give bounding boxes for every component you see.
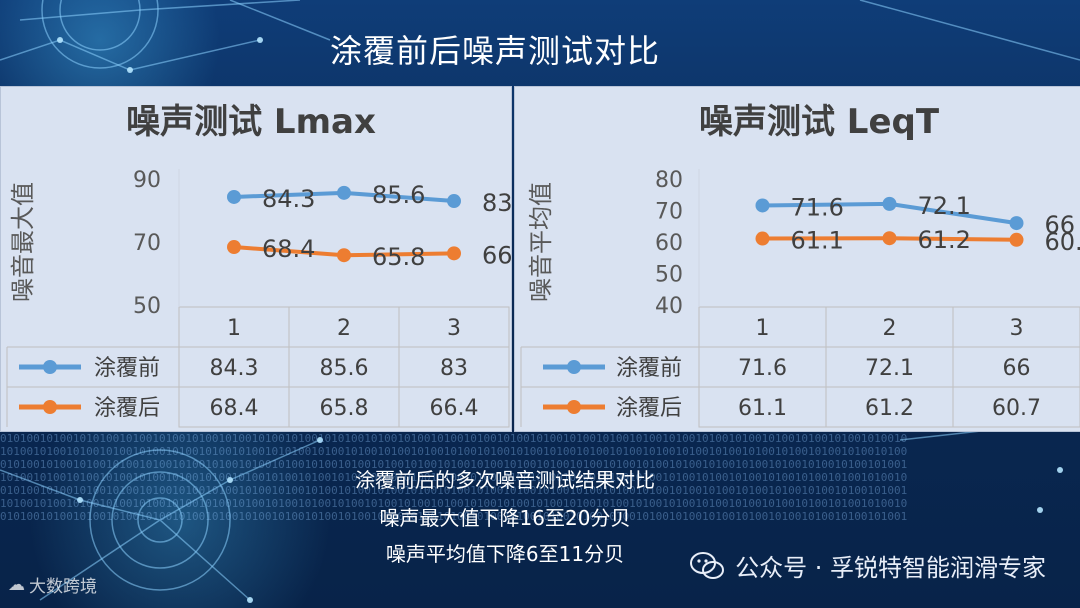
watermark: ☁ 大数跨境 <box>8 572 97 598</box>
legend-label: 涂覆后 <box>94 396 160 421</box>
data-point <box>755 231 770 246</box>
watermark-label: 大数跨境 <box>29 577 97 597</box>
legend-key-marker <box>43 400 57 414</box>
data-label: 84.3 <box>262 185 315 213</box>
legend-key-marker <box>567 360 581 374</box>
data-table-border <box>698 306 1080 428</box>
table-cell-value: 68.4 <box>210 396 259 421</box>
data-label: 66 <box>1045 211 1076 239</box>
table-cell-value: 72.1 <box>865 356 914 381</box>
wechat-account-label: 公众号 · 孚锐特智能润滑专家 <box>735 554 1046 582</box>
data-label: 65.8 <box>372 243 425 271</box>
y-tick-label: 50 <box>655 263 683 288</box>
data-label: 66.4 <box>482 241 511 269</box>
data-point <box>447 246 461 261</box>
data-label: 85.6 <box>372 181 425 209</box>
lmax-chart: 噪声测试 Lmax 噪音最大值 50 70 90 1 2 3 84.3 84.3 85.6 85.6 8… <box>6 102 511 428</box>
table-cell-value: 85.6 <box>320 356 369 381</box>
y-tick-label: 60 <box>655 231 683 256</box>
leqt-chart: 噪声测试 LeqT 噪音平均值 40 50 60 70 80 1 2 3 71.6 71.6 72.1 7… <box>520 102 1080 428</box>
legend-label: 涂覆前 <box>94 356 160 381</box>
data-table-border <box>178 306 510 428</box>
chart-title: 噪声测试 Lmax <box>126 102 376 142</box>
caption-line-3: 噪声平均值下降6至11分贝 <box>385 542 625 566</box>
y-tick-label: 90 <box>133 168 161 193</box>
table-cell-value: 61.1 <box>738 396 787 421</box>
legend-key-marker <box>567 400 581 414</box>
data-point <box>447 194 461 209</box>
chart-panel-lmax: 噪声测试 Lmax 噪音最大值 50 70 90 1 2 3 84.3 84.3 85.6 85.6 8… <box>0 86 512 432</box>
table-cell-value: 83 <box>440 356 468 381</box>
data-label: 83 <box>482 189 511 217</box>
data-point <box>337 248 351 263</box>
legend-label: 涂覆前 <box>616 356 682 381</box>
y-tick-label: 80 <box>655 168 683 193</box>
y-tick-label: 70 <box>655 200 683 225</box>
data-point <box>1009 216 1024 231</box>
data-point <box>755 198 770 213</box>
watermark-logo-icon: ☁ <box>8 574 25 595</box>
legend-key-marker <box>43 360 57 374</box>
data-point <box>882 196 897 211</box>
category-label: 3 <box>1010 316 1024 341</box>
y-tick-label: 70 <box>133 231 161 256</box>
binary-pattern: 0101001010010101001010010100101001010010… <box>0 432 908 522</box>
category-label: 3 <box>447 316 461 341</box>
slide-title: 涂覆前后噪声测试对比 <box>329 32 660 70</box>
caption-line-2: 噪声最大值下降16至20分贝 <box>379 506 631 530</box>
data-point <box>882 231 897 246</box>
table-cell-value: 60.7 <box>992 396 1041 421</box>
data-label: 60.7 <box>1045 228 1080 256</box>
data-label: 72.1 <box>918 192 971 220</box>
category-label: 2 <box>883 316 897 341</box>
category-label: 2 <box>337 316 351 341</box>
data-label: 61.2 <box>918 226 971 254</box>
y-tick-label: 40 <box>655 294 683 319</box>
data-point <box>227 189 241 204</box>
table-cell-value: 66 <box>1003 356 1031 381</box>
table-cell-value: 61.2 <box>865 396 914 421</box>
data-label: 71.6 <box>791 193 844 221</box>
table-cell-value: 65.8 <box>320 396 369 421</box>
wechat-icon <box>689 551 725 581</box>
data-label: 61.1 <box>791 227 844 255</box>
y-axis-label: 噪音平均值 <box>527 182 555 302</box>
category-label: 1 <box>227 316 241 341</box>
wechat-account: 公众号 · 孚锐特智能润滑专家 <box>689 548 1046 583</box>
legend-label: 涂覆后 <box>616 396 682 421</box>
data-point <box>227 240 241 255</box>
data-label: 68.4 <box>262 235 315 263</box>
data-point <box>1009 232 1024 247</box>
data-point <box>337 185 351 200</box>
table-cell-value: 71.6 <box>738 356 787 381</box>
y-axis-label: 噪音最大值 <box>9 182 37 302</box>
y-tick-label: 50 <box>133 294 161 319</box>
caption-line-1: 涂覆前后的多次噪音测试结果对比 <box>355 468 655 492</box>
table-cell-value: 84.3 <box>210 356 259 381</box>
category-label: 1 <box>756 316 770 341</box>
table-cell-value: 66.4 <box>430 396 479 421</box>
chart-panel-leqt: 噪声测试 LeqT 噪音平均值 40 50 60 70 80 1 2 3 71.6 71.6 72.1 7… <box>514 86 1080 432</box>
chart-title: 噪声测试 LeqT <box>699 102 940 142</box>
